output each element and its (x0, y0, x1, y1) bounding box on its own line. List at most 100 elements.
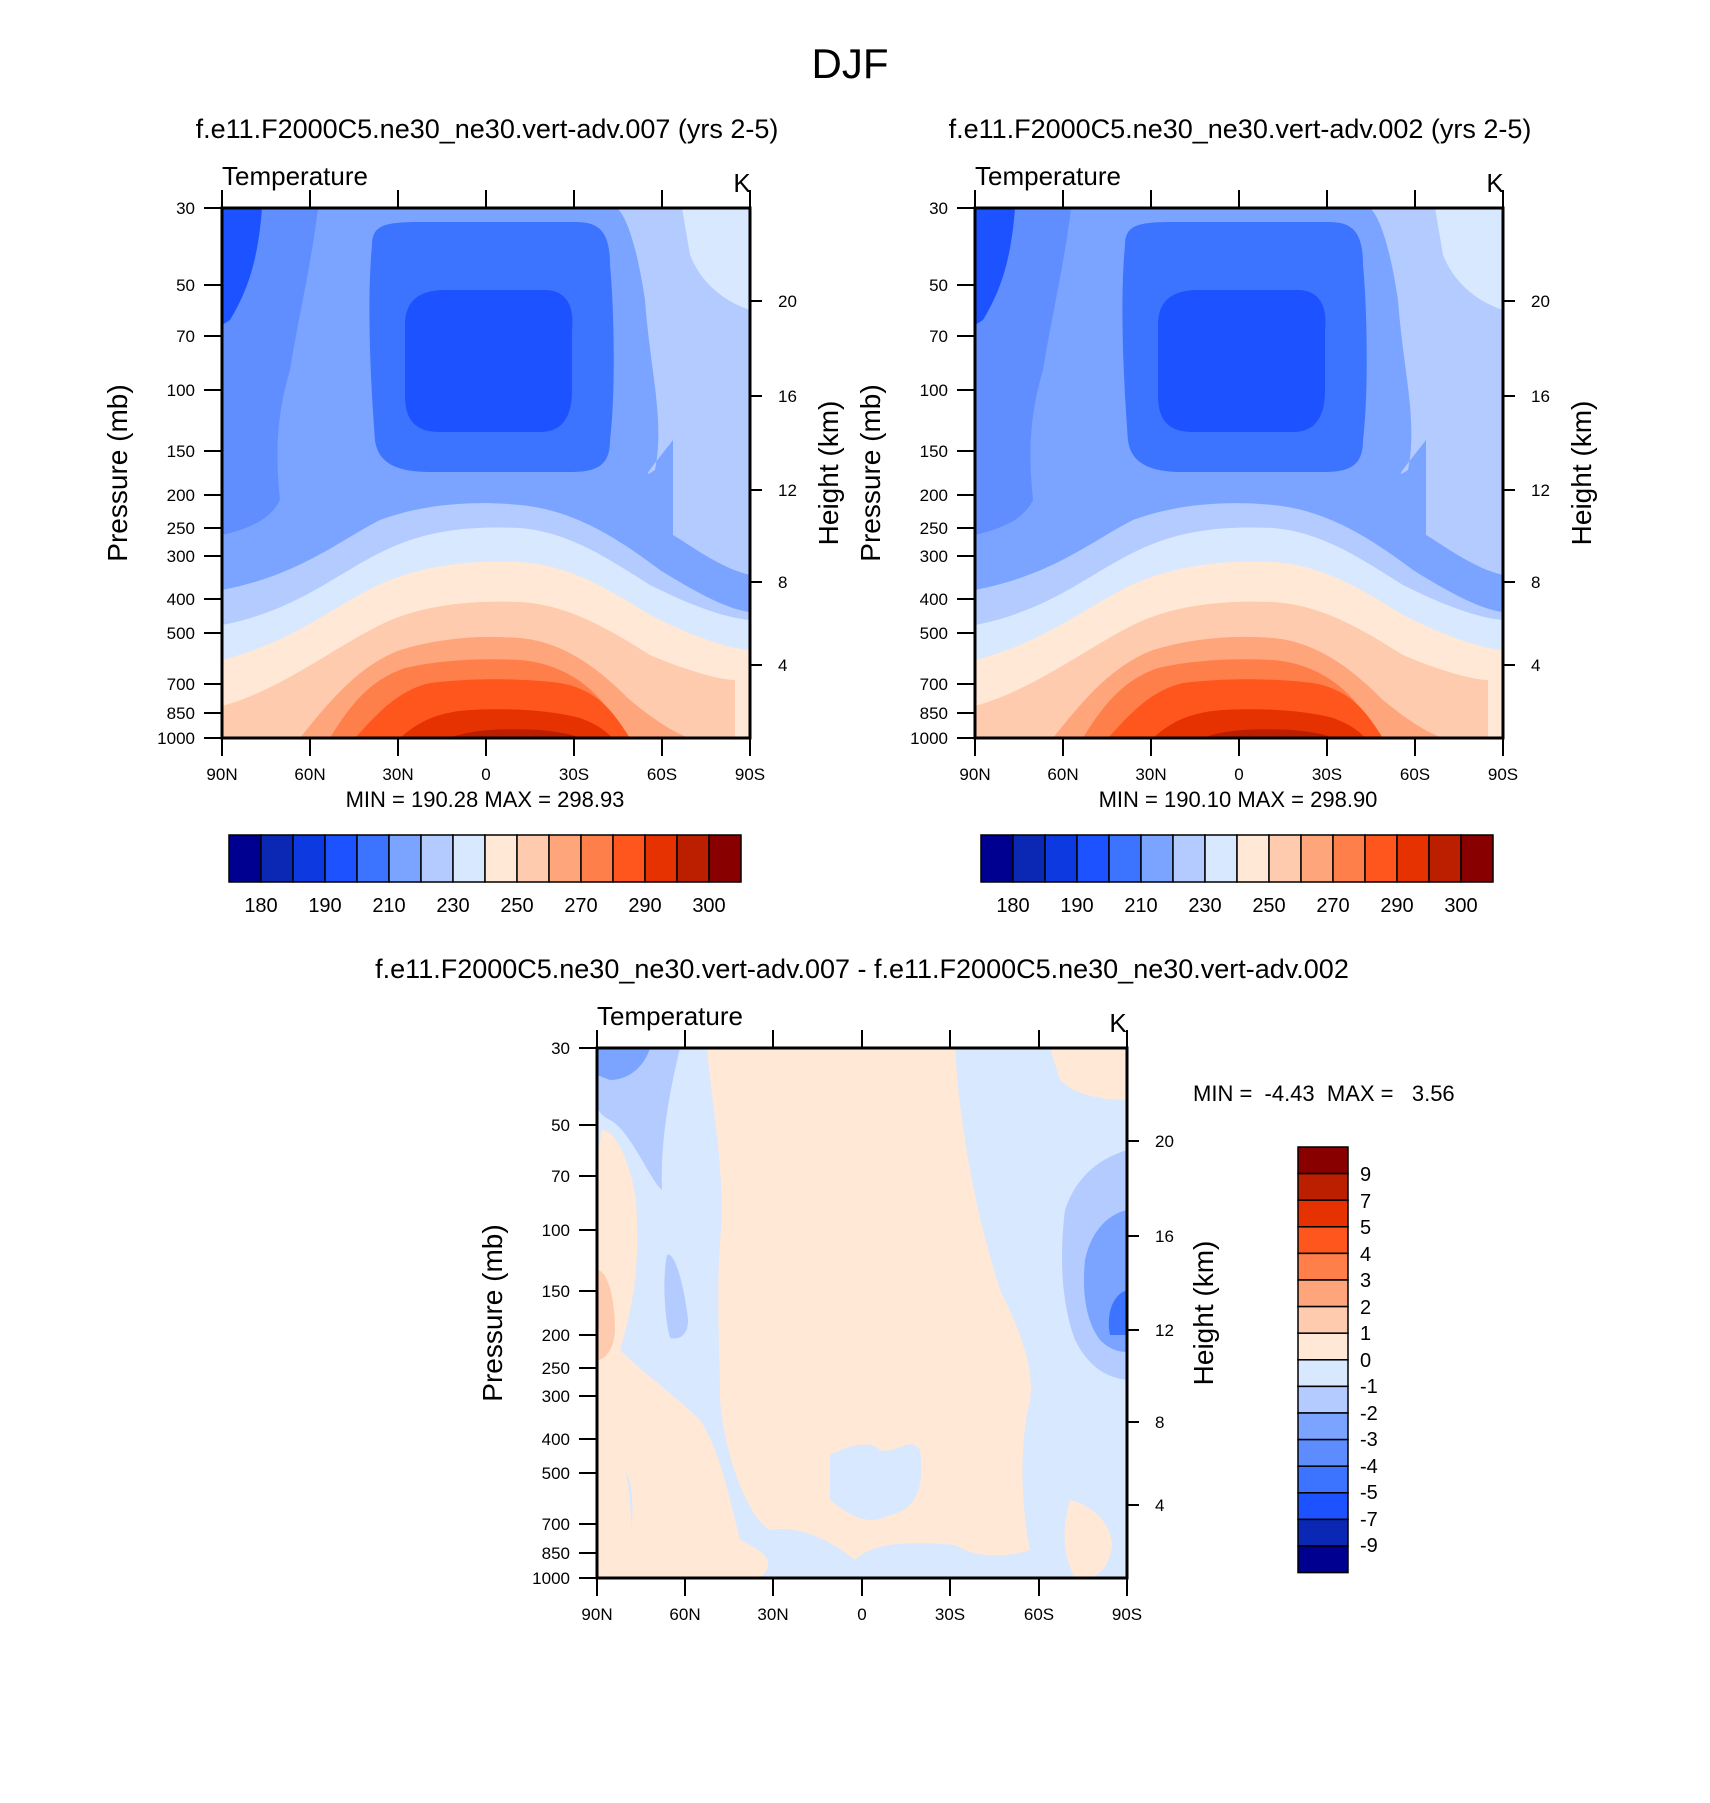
panel-b-ytick-label: 70 (929, 327, 948, 346)
colorbar-box (1460, 834, 1494, 883)
colorbar-box (980, 834, 1014, 883)
colorbar-box (1300, 834, 1334, 883)
colorbar-box (1297, 1359, 1349, 1388)
panel-c-ytick-label: 100 (542, 1221, 570, 1240)
panel-a-ytick-label: 30 (176, 199, 195, 218)
panel-b-xtick-label: 90S (1488, 765, 1518, 784)
panel-b-colorbar-label: 180 (996, 895, 1029, 917)
panel-a-y-axis-right: 20 16 12 8 4 (750, 292, 797, 675)
panel-b-ytick-label: 250 (920, 519, 948, 538)
panel-b-xtick-label: 60N (1047, 765, 1078, 784)
panel-c-title: f.e11.F2000C5.ne30_ne30.vert-adv.007 - f… (375, 954, 1349, 984)
panel-b-ytick: 400 (920, 590, 975, 609)
panel-b-colorbar: 180 190 210 230 250 270 290 300 (980, 834, 1494, 917)
panel-b-units: K (1486, 168, 1504, 198)
colorbar-box (1108, 834, 1142, 883)
panel-b-ytick-label: 500 (920, 624, 948, 643)
panel-c-band-positive-west (597, 1130, 769, 1578)
panel-b-y-axis-left: 30 50 70 100 150 200 250 300 400 500 700… (910, 199, 975, 748)
panel-c-xtick: 30S (935, 1030, 965, 1624)
panel-c-ytick-label: 50 (551, 1116, 570, 1135)
panel-b-height-label: 8 (1531, 573, 1540, 592)
panel-c-colorbar-label: -1 (1360, 1376, 1378, 1398)
panel-c-ytick: 100 (542, 1221, 597, 1240)
panel-a-colorbar-label: 290 (628, 895, 661, 917)
panel-c-ytick: 400 (542, 1430, 597, 1449)
colorbar-box (708, 834, 742, 883)
panel-c-colorbar-label: -5 (1360, 1482, 1378, 1504)
panel-b-ytick-label: 1000 (910, 729, 948, 748)
panel-c-ytick-label: 150 (542, 1282, 570, 1301)
panel-c-ylabel: Pressure (mb) (477, 1224, 508, 1401)
panel-a-colorbar-label: 300 (692, 895, 725, 917)
panel-a-xtick-label: 30S (559, 765, 589, 784)
panel-a-height-label: 8 (778, 573, 787, 592)
panel-b-ytick: 200 (920, 486, 975, 505)
panel-b-ytick-label: 100 (920, 381, 948, 400)
panel-c-ytick-label: 1000 (532, 1569, 570, 1588)
panel-a-min-max: MIN = 190.28 MAX = 298.93 (346, 787, 625, 812)
colorbar-box (1297, 1465, 1349, 1494)
panel-b-xtick: 30N (1135, 190, 1167, 784)
colorbar-box (612, 834, 646, 883)
panel-b-ytick: 70 (929, 327, 975, 346)
panel-c-x-axis: 90N 60N 30N 0 30S 60S 90S (581, 1030, 1142, 1624)
panel-a-colorbar-label: 210 (372, 895, 405, 917)
panel-b-ytick-label: 850 (920, 704, 948, 723)
colorbar-box (1268, 834, 1302, 883)
panel-a-colorbar-label: 270 (564, 895, 597, 917)
colorbar-box (1332, 834, 1366, 883)
panel-b-xtick: 90S (1488, 190, 1518, 784)
panel-b-ytick-label: 30 (929, 199, 948, 218)
panel-c-colorbar-label: 0 (1360, 1350, 1371, 1372)
panel-c-band-warm-spot-west (597, 1270, 615, 1360)
panel-a-colorbar-label: 180 (244, 895, 277, 917)
panel-b-variable: Temperature (975, 161, 1121, 191)
panel-c-ytick: 850 (542, 1544, 597, 1563)
panel-a-colorbar-label: 250 (500, 895, 533, 917)
panel-a-height-tick: 20 (750, 292, 797, 311)
colorbar-box (548, 834, 582, 883)
panel-c-xtick-label: 30S (935, 1605, 965, 1624)
panel-b-xtick: 90N (959, 190, 991, 784)
panel-a-colorbar-boxes (228, 834, 742, 883)
panel-b-y-axis-right: 20 16 12 8 4 (1503, 292, 1550, 675)
colorbar-box (1297, 1492, 1349, 1521)
panel-c-colorbar-label: -7 (1360, 1509, 1378, 1531)
panel-c-height-tick: 4 (1127, 1496, 1164, 1515)
panel-a-ytick: 500 (167, 624, 222, 643)
panel-c-band-negative-lobe (830, 1444, 922, 1520)
panel-b-ytick-label: 150 (920, 442, 948, 461)
colorbar-box (1297, 1226, 1349, 1255)
colorbar-box (1297, 1172, 1349, 1201)
colorbar-box (1044, 834, 1078, 883)
colorbar-box (1297, 1279, 1349, 1308)
panel-b-ytick: 700 (920, 675, 975, 694)
panel-c-y-axis-left: 30 50 70 100 150 200 250 300 400 500 700… (532, 1039, 597, 1588)
panel-a-band-upper-cold (222, 208, 262, 325)
panel-a-ytick-label: 150 (167, 442, 195, 461)
panel-b-ytick: 50 (929, 276, 975, 295)
panel-b-ytick: 1000 (910, 729, 975, 748)
panel-c-height-label: 16 (1155, 1227, 1174, 1246)
panel-a-band-west-cold (222, 208, 318, 535)
panel-a-ytick-label: 400 (167, 590, 195, 609)
panel-b-ytick-label: 200 (920, 486, 948, 505)
panel-c-ytick: 150 (542, 1282, 597, 1301)
panel-b-colorbar-boxes (980, 834, 1494, 883)
panel-a-colorbar: 180 190 210 230 250 270 290 300 (228, 834, 742, 917)
panel-c-xtick-label: 0 (857, 1605, 866, 1624)
panel-c-units: K (1109, 1008, 1127, 1038)
panel-b-contour-field (975, 208, 1503, 738)
panel-a-xtick: 90S (735, 190, 765, 784)
panel-b-xtick: 0 (1234, 190, 1244, 784)
panel-c-band-positive-center (707, 1048, 1031, 1560)
panel-b-height-tick: 20 (1503, 292, 1550, 311)
colorbar-box (1297, 1518, 1349, 1547)
colorbar-box (1297, 1385, 1349, 1414)
panel-c-height-label: 8 (1155, 1413, 1164, 1432)
panel-a-colorbar-label: 230 (436, 895, 469, 917)
panel-c-ytick-label: 500 (542, 1464, 570, 1483)
colorbar-box (356, 834, 390, 883)
